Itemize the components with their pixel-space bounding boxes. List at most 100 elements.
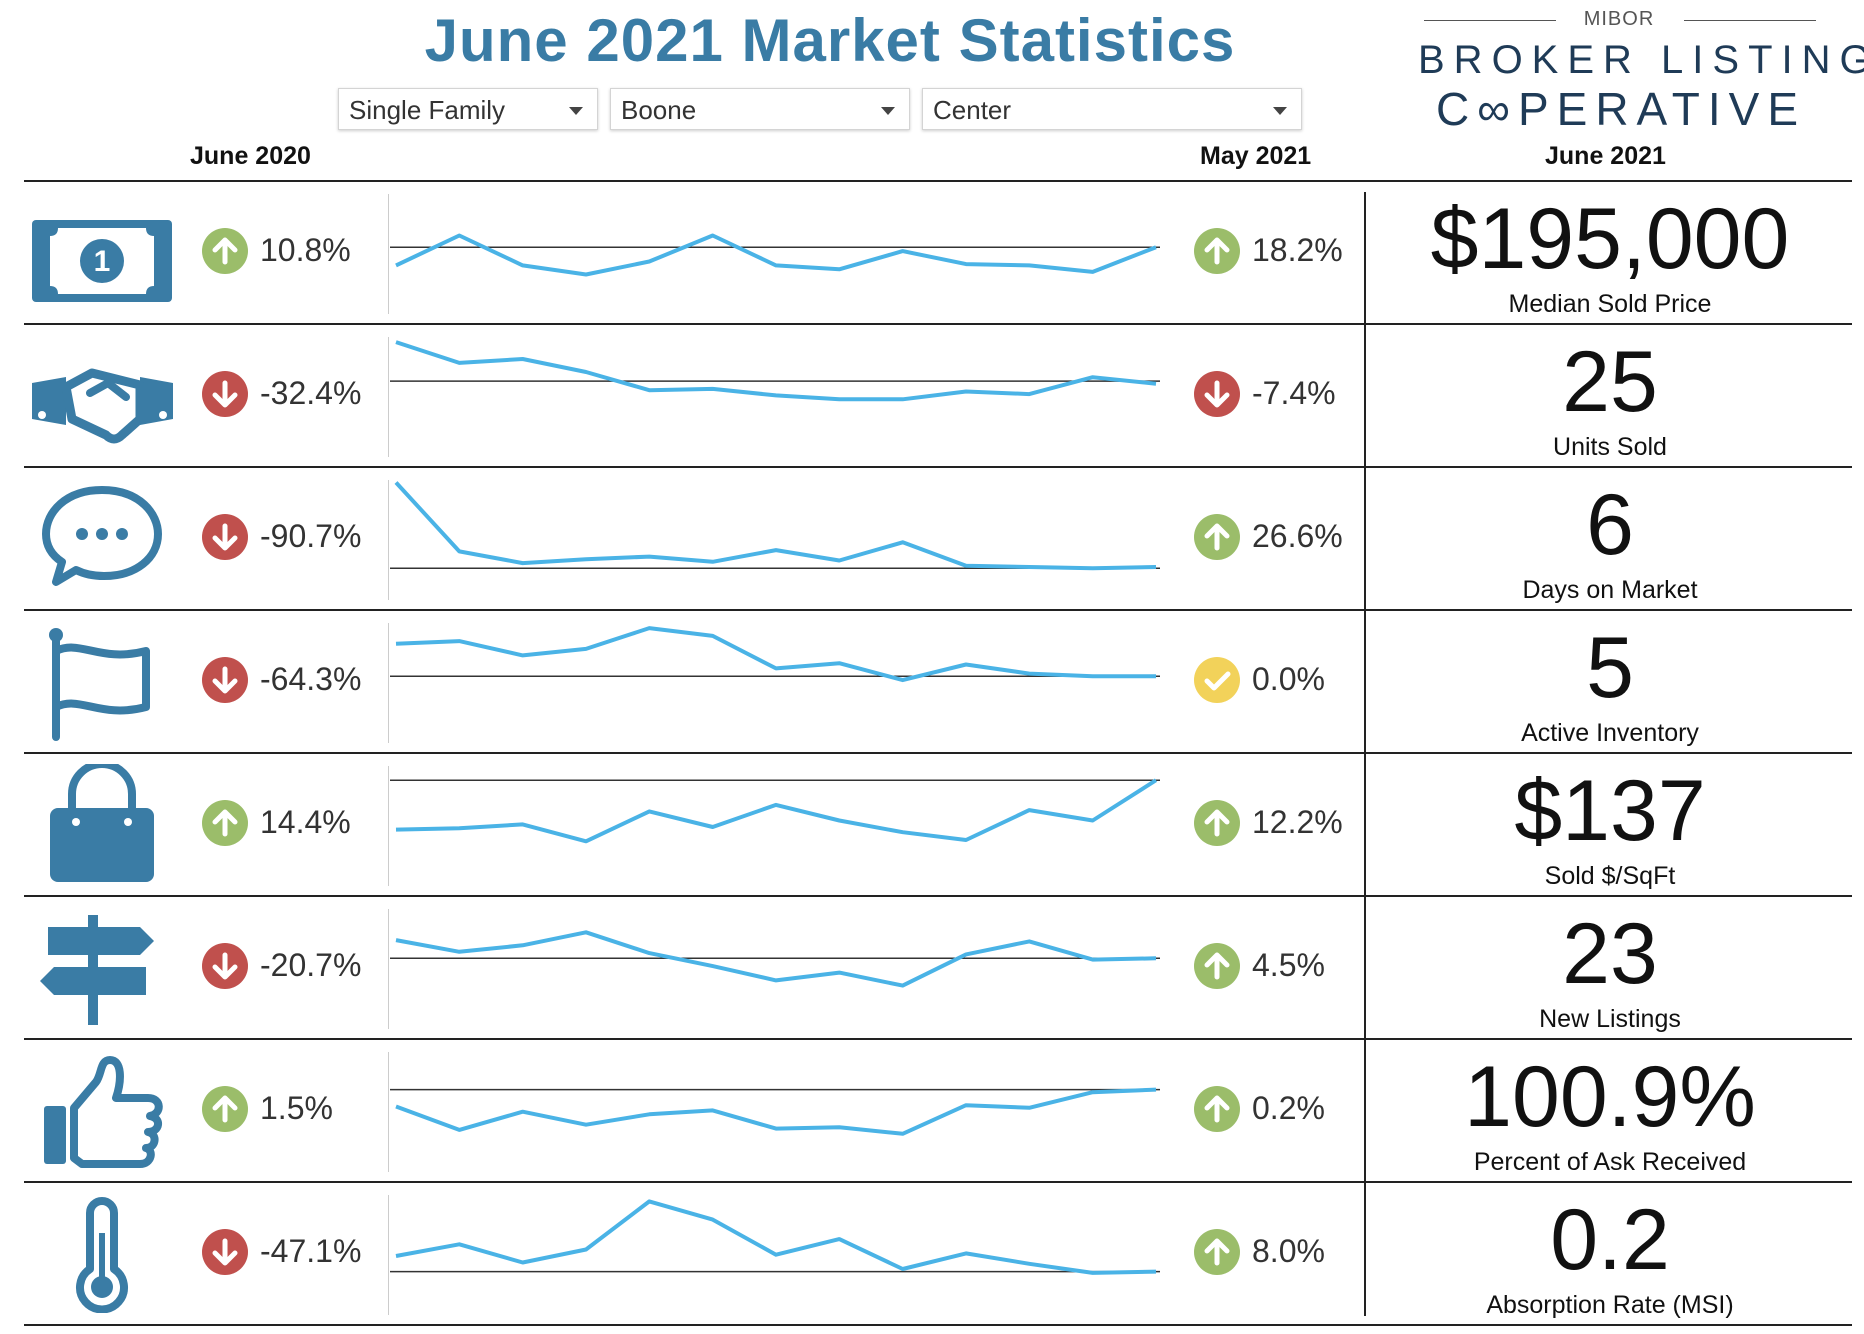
metric-label: Days on Market	[1522, 576, 1698, 604]
thermometer-icon	[30, 1193, 175, 1314]
year-over-year-change: -20.7%	[260, 947, 362, 983]
chevron-down-icon	[881, 107, 895, 115]
arrow-down-icon	[202, 514, 248, 560]
trend-sparkline	[390, 778, 1160, 844]
row-divider	[24, 1181, 1852, 1183]
row-divider	[24, 1324, 1852, 1326]
metric-label: Median Sold Price	[1508, 290, 1712, 318]
shopping-bag-icon	[30, 760, 175, 884]
metric-value: 0.2	[1550, 1192, 1670, 1288]
logo-rule-right	[1684, 20, 1816, 21]
arrow-down-icon	[202, 371, 248, 417]
arrow-down-icon	[202, 657, 248, 703]
month-over-month-change: 12.2%	[1252, 804, 1343, 840]
year-over-year-change: 10.8%	[260, 232, 351, 268]
dollar-bill-icon: 1	[30, 192, 175, 312]
month-over-month-change: 18.2%	[1252, 232, 1343, 268]
sparkline-axis	[388, 480, 389, 600]
row-divider	[24, 1038, 1852, 1040]
sparkline-series	[395, 233, 1157, 277]
metric-row: -90.7% 26.6% 6 Days on Market	[0, 468, 1864, 611]
metric-label: Absorption Rate (MSI)	[1486, 1291, 1734, 1319]
logo-rule-left	[1424, 20, 1556, 21]
chevron-down-icon	[1273, 107, 1287, 115]
metric-row: 14.4% 12.2% $137 Sold $/SqFt	[0, 754, 1864, 897]
arrow-up-icon	[1194, 1086, 1240, 1132]
sparkline-axis	[388, 909, 389, 1029]
metric-label: Sold $/SqFt	[1544, 862, 1676, 890]
sparkline-series	[395, 1087, 1157, 1136]
metric-label: Active Inventory	[1521, 719, 1699, 747]
value-column-divider	[1364, 192, 1366, 1316]
metric-label: Percent of Ask Received	[1473, 1148, 1747, 1176]
arrow-up-icon	[1194, 228, 1240, 274]
metric-row: 1 10.8% 18.2% $195,000 Median Sold Price	[0, 182, 1864, 325]
row-divider	[24, 752, 1852, 754]
year-over-year-change: -90.7%	[260, 518, 362, 554]
trend-sparkline	[390, 1199, 1160, 1275]
row-divider	[24, 466, 1852, 468]
sparkline-axis	[388, 1195, 389, 1315]
signpost-icon	[30, 907, 175, 1027]
metric-value: $195,000	[1430, 191, 1790, 287]
metric-value: $137	[1514, 763, 1706, 859]
arrow-down-icon	[202, 943, 248, 989]
metric-row: -64.3% 0.0% 5 Active Inventory	[0, 611, 1864, 754]
row-divider	[24, 895, 1852, 897]
thumbs-up-icon	[30, 1050, 175, 1170]
trend-sparkline	[390, 481, 1160, 571]
year-over-year-change: -64.3%	[260, 661, 362, 697]
logo-mibor: MIBOR	[1583, 8, 1655, 30]
arrow-down-icon	[202, 1229, 248, 1275]
month-over-month-change: 8.0%	[1252, 1233, 1325, 1269]
sparkline-series	[395, 778, 1158, 844]
column-header-may-2021: May 2021	[1200, 142, 1312, 170]
year-over-year-change: 14.4%	[260, 804, 351, 840]
property-type-dropdown[interactable]: Single Family	[338, 88, 598, 130]
metric-value: 23	[1562, 906, 1658, 1002]
arrow-up-icon	[202, 1086, 248, 1132]
checkmark-icon	[1194, 657, 1240, 703]
sparkline-axis	[388, 623, 389, 743]
column-header-june-2021: June 2021	[1545, 142, 1666, 170]
metric-value: 100.9%	[1464, 1049, 1756, 1145]
month-over-month-change: 4.5%	[1252, 947, 1325, 983]
metric-value: 25	[1562, 334, 1658, 430]
township-dropdown[interactable]: Center	[922, 88, 1302, 130]
speech-bubble-icon	[30, 478, 175, 598]
county-value: Boone	[621, 95, 697, 125]
sparkline-series	[395, 626, 1156, 683]
row-divider	[24, 609, 1852, 611]
metric-value: 6	[1586, 477, 1634, 573]
metric-label: New Listings	[1539, 1005, 1681, 1033]
trend-sparkline	[390, 930, 1160, 988]
logo-cooperative: C∞PERATIVE	[1435, 83, 1807, 135]
metric-label: Units Sold	[1553, 433, 1667, 461]
arrow-up-icon	[202, 800, 248, 846]
arrow-up-icon	[1194, 1229, 1240, 1275]
arrow-up-icon	[1194, 800, 1240, 846]
arrow-up-icon	[1194, 943, 1240, 989]
logo-broker-listing: BROKER LISTING	[1418, 38, 1864, 82]
month-over-month-change: -7.4%	[1252, 375, 1336, 411]
month-over-month-change: 0.2%	[1252, 1090, 1325, 1126]
metric-row: -20.7% 4.5% 23 New Listings	[0, 897, 1864, 1040]
chevron-down-icon	[569, 107, 583, 115]
month-over-month-change: 26.6%	[1252, 518, 1343, 554]
page-title: June 2021 Market Statistics	[424, 7, 1236, 74]
month-over-month-change: 0.0%	[1252, 661, 1325, 697]
sparkline-series	[394, 481, 1157, 571]
flag-icon	[30, 621, 175, 741]
township-value: Center	[933, 95, 1012, 125]
arrow-up-icon	[1194, 514, 1240, 560]
year-over-year-change: -47.1%	[260, 1233, 362, 1269]
metric-value: 5	[1586, 620, 1634, 716]
header-divider	[24, 180, 1852, 182]
sparkline-series	[395, 930, 1157, 988]
trend-sparkline	[390, 1087, 1160, 1136]
trend-sparkline	[390, 626, 1160, 683]
county-dropdown[interactable]: Boone	[610, 88, 910, 130]
arrow-up-icon	[202, 228, 248, 274]
year-over-year-change: 1.5%	[260, 1090, 333, 1126]
arrow-down-icon	[1194, 371, 1240, 417]
